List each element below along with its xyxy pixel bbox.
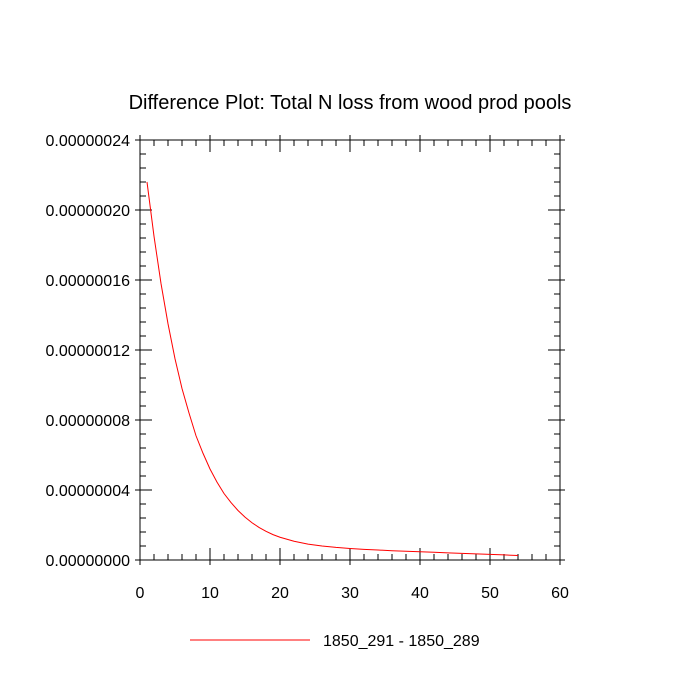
x-tick-label: 40 xyxy=(411,585,429,602)
legend: 1850_291 - 1850_289 xyxy=(190,633,480,650)
chart-title: Difference Plot: Total N loss from wood … xyxy=(129,92,572,114)
y-tick-label: 0.00000020 xyxy=(45,203,130,220)
plot-frame xyxy=(139,139,561,561)
y-tick-label: 0.00000004 xyxy=(45,483,130,500)
x-tick-label: 50 xyxy=(481,585,499,602)
x-tick-label: 20 xyxy=(271,585,289,602)
x-tick-label: 0 xyxy=(136,585,145,602)
x-tick-label: 30 xyxy=(341,585,359,602)
x-tick-label: 60 xyxy=(551,585,569,602)
y-tick-label: 0.00000012 xyxy=(45,343,130,360)
y-tick-label: 0.00000016 xyxy=(45,273,130,290)
y-tick-label: 0.00000000 xyxy=(45,553,130,570)
y-tick-label: 0.00000008 xyxy=(45,413,130,430)
y-tick-label: 0.00000024 xyxy=(45,133,130,150)
series-line-0 xyxy=(146,181,519,556)
legend-label: 1850_291 - 1850_289 xyxy=(323,633,480,650)
x-tick-label: 10 xyxy=(201,585,219,602)
axis-tick-labels: 0 10 20 30 40 50 60 0.00000000 0.00000004 0.00000… xyxy=(45,133,569,602)
axis-ticks xyxy=(135,135,565,565)
series-group xyxy=(146,181,519,556)
